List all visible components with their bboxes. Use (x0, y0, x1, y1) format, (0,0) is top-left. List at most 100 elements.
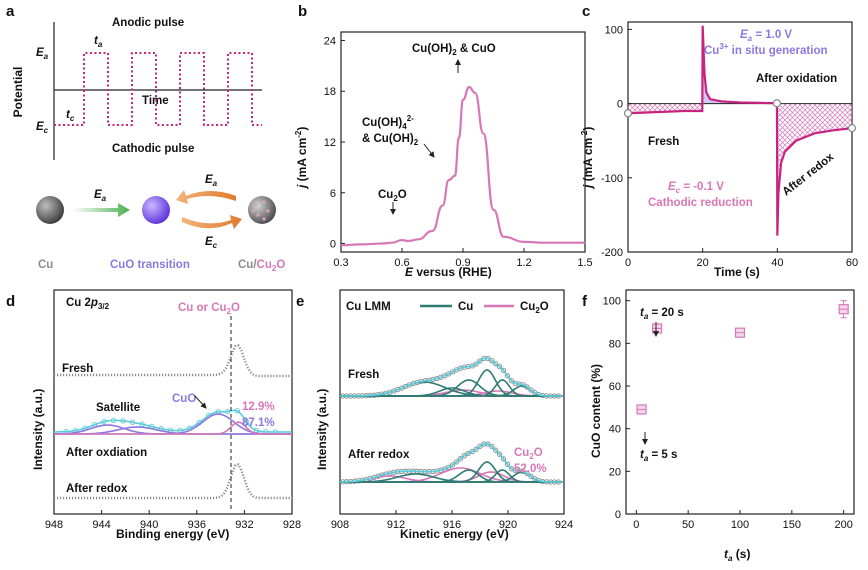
panel-d-ticks: 948 944 940 936 932 928 (45, 510, 301, 531)
pulse-waveform (54, 52, 262, 126)
x-tick-label: 60 (846, 257, 858, 269)
panel-c-x-label: Time (s) (714, 265, 760, 279)
redox-datapoint (500, 456, 507, 462)
y-tick-label: 24 (324, 35, 336, 47)
after-oxidation-datapoint (101, 419, 107, 425)
panel-c-frame (627, 21, 853, 253)
y-tick-label: 12 (324, 137, 336, 149)
cu-or-cu2o-label: Cu or Cu2O (178, 302, 240, 316)
redox-datapoint (449, 462, 456, 468)
cuo-arrow (194, 395, 207, 409)
y-tick-label: -100 (601, 173, 623, 185)
x-tick-label: 936 (188, 519, 206, 531)
after-redox-marker (847, 123, 857, 133)
panel-d: d 948 944 940 936 932 928 Cu 2p3/2 Cu or Cu2O… (6, 289, 301, 541)
after-oxidation-datapoint (129, 419, 136, 425)
d-fresh-label: Fresh (62, 363, 93, 375)
panel-b: b 0.3 0.6 0.9 1.2 1.5 0 6 12 18 24 E versus (RHE)… (294, 3, 593, 279)
after-oxdiation-label: After oxdiation (66, 447, 147, 459)
panel-d-x-label: Binding energy (eV) (116, 527, 229, 541)
y-tick-label: 80 (609, 338, 621, 350)
panel-b-ticks: 0.3 0.6 0.9 1.2 1.5 0 6 12 18 24 (324, 35, 593, 269)
panel-b-x-label: E versus (RHE) (405, 265, 492, 279)
cuo-percent: 87.1% (242, 417, 275, 429)
cuoh4-label-line2: & Cu(OH)2 (362, 133, 419, 147)
cu2o-component (54, 421, 292, 435)
cuo-label: CuO (172, 393, 196, 405)
cu2p-title: Cu 2p3/2 (66, 297, 110, 311)
panel-f-ticks: 0 50 100 150 200 0 20 40 60 80 100 (603, 296, 853, 531)
fresh-fit (340, 357, 563, 397)
arrow-ea2-label: Ea (205, 174, 218, 188)
after-oxidation-marker (772, 99, 782, 108)
cu-label: Cu (38, 259, 53, 271)
cuo-sphere-icon (142, 196, 170, 224)
panel-label-a: a (6, 3, 15, 20)
panel-f-x-label: ta (s) (724, 547, 750, 563)
fresh-cu-component (340, 387, 563, 397)
x-tick-label: 40 (771, 257, 783, 269)
redox-datapoint (528, 473, 534, 479)
panel-d-frame (53, 289, 293, 515)
cuo-transition-label: CuO transition (110, 259, 190, 271)
panel-e: e 908 912 916 920 924 Cu LMM Cu Cu2O Fresh A… (296, 289, 573, 541)
panel-e-y-label: Intensity (a.u.) (315, 389, 329, 470)
ec-level-label: Ec (36, 121, 49, 135)
panel-label-b: b (298, 3, 307, 20)
cuoh4-label-line1: Cu(OH)42- (362, 114, 414, 131)
x-tick-label: 1.2 (516, 257, 531, 269)
after-oxidation-datapoint (110, 417, 117, 424)
x-tick-label: 912 (387, 519, 405, 531)
panel-c: c 0 20 40 60 -200 -100 0 100 Ea = 1.0 V Cu3+ in… (580, 3, 858, 279)
pulse-current-curve (627, 25, 853, 236)
after-oxidation-datapoint (225, 408, 231, 415)
lsv-curve (340, 85, 585, 247)
x-tick-label: 1.5 (577, 257, 592, 269)
redox-datapoint (504, 461, 511, 467)
fresh-datapoint (500, 367, 507, 374)
d-after-redox-label: After redox (66, 483, 128, 495)
x-tick-label: 200 (834, 519, 852, 531)
cu-lmm-title: Cu LMM (346, 301, 391, 313)
redox-datapoint (469, 448, 475, 455)
redox-datapoint (457, 456, 464, 462)
x-tick-label: 0.9 (455, 257, 470, 269)
x-tick-label: 20 (697, 257, 709, 269)
panel-d-y-label: Intensity (a.u.) (31, 389, 45, 470)
y-tick-label: 40 (609, 424, 621, 436)
y-tick-label: 6 (330, 188, 336, 200)
y-tick-label: 100 (605, 24, 623, 36)
e-cu2o-label: Cu2O (514, 447, 543, 461)
redox-datapoint (453, 459, 460, 465)
redox-datapoint (524, 470, 530, 477)
after-redox-label: After redox (780, 151, 836, 199)
orange-arrow-right-icon (182, 215, 242, 229)
panel-e-ticks: 908 912 916 920 924 (331, 510, 573, 531)
e-after-redox-label: After redox (348, 449, 410, 461)
arrow-ec-label: Ec (205, 236, 218, 250)
fresh-datapoint (493, 361, 499, 367)
panel-a: a Anodic pulse Cathodic pulse Potential … (6, 3, 285, 273)
fresh-spectrum (54, 344, 292, 378)
ec-value-label: Ec = -0.1 V (668, 181, 724, 195)
arrow-ea-label: Ea (94, 189, 107, 203)
x-tick-label: 940 (140, 519, 158, 531)
x-tick-label: 928 (283, 519, 301, 531)
after-redox-spectrum (54, 463, 292, 500)
after-oxidation-label: After oxidation (756, 73, 837, 85)
redox-datapoint (489, 443, 495, 450)
ta20-label: ta = 20 s (640, 307, 684, 321)
cu2o-peak-label: Cu2O (378, 189, 407, 203)
after-oxidation-datapoint (244, 419, 250, 425)
fresh-datapoint (496, 363, 503, 370)
x-tick-label: 0.6 (394, 257, 409, 269)
potential-axis-label: Potential (11, 67, 25, 118)
x-tick-label: 944 (92, 519, 110, 531)
panel-label-c: c (582, 3, 590, 20)
green-arrow-icon (72, 203, 130, 217)
panel-c-ticks: 0 20 40 60 -200 -100 0 100 (601, 24, 858, 269)
y-tick-label: 0 (330, 239, 336, 251)
x-tick-label: 100 (731, 519, 749, 531)
redox-datapoint (493, 447, 499, 453)
y-tick-label: 18 (324, 86, 336, 98)
